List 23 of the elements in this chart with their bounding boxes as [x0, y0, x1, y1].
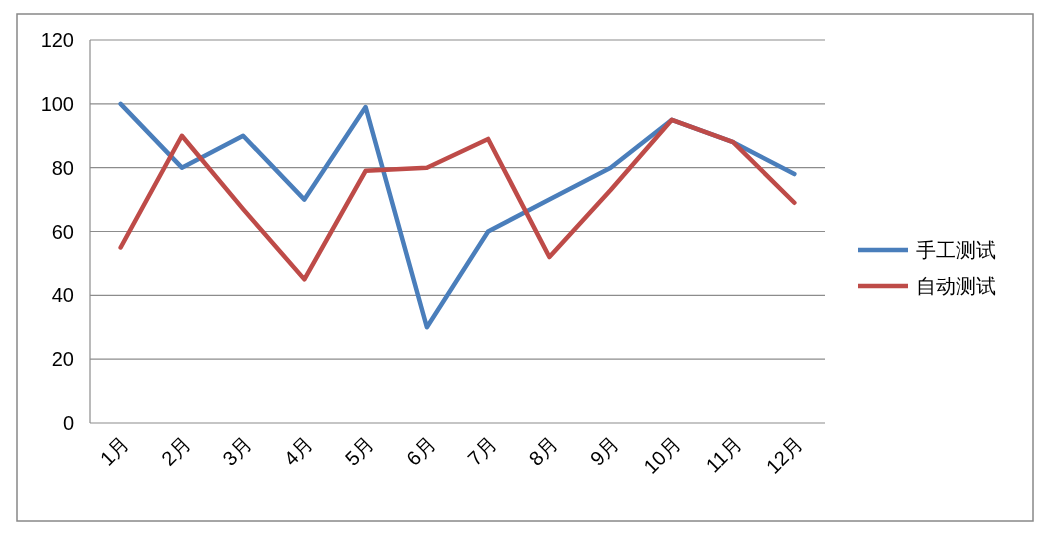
x-tick-label: 11月 — [701, 432, 746, 477]
x-tick-label: 9月 — [585, 432, 624, 470]
y-tick-label: 40 — [51, 284, 74, 307]
x-tick-label: 6月 — [402, 432, 440, 470]
x-tick-label: 3月 — [218, 432, 256, 470]
line-series — [118, 117, 797, 282]
y-tick-label: 20 — [51, 348, 74, 371]
y-tick-label: 0 — [62, 412, 74, 434]
y-tick-label: 80 — [51, 156, 74, 179]
x-tick-label: 5月 — [340, 432, 379, 470]
y-tick-label: 60 — [51, 220, 74, 243]
x-tick-label: 12月 — [761, 432, 808, 478]
x-tick-label: 2月 — [157, 432, 195, 470]
legend-label: 自动测试 — [916, 275, 996, 297]
legend-label: 手工测试 — [916, 239, 996, 261]
line-series — [118, 101, 797, 330]
y-tick-label: 100 — [40, 92, 74, 115]
x-tick-label: 1月 — [95, 432, 134, 470]
x-tick-label: 4月 — [279, 432, 318, 470]
y-tick-label: 120 — [40, 29, 74, 51]
x-tick-label: 10月 — [639, 432, 685, 478]
x-tick-label: 8月 — [524, 432, 563, 470]
x-tick-label: 7月 — [463, 432, 501, 470]
